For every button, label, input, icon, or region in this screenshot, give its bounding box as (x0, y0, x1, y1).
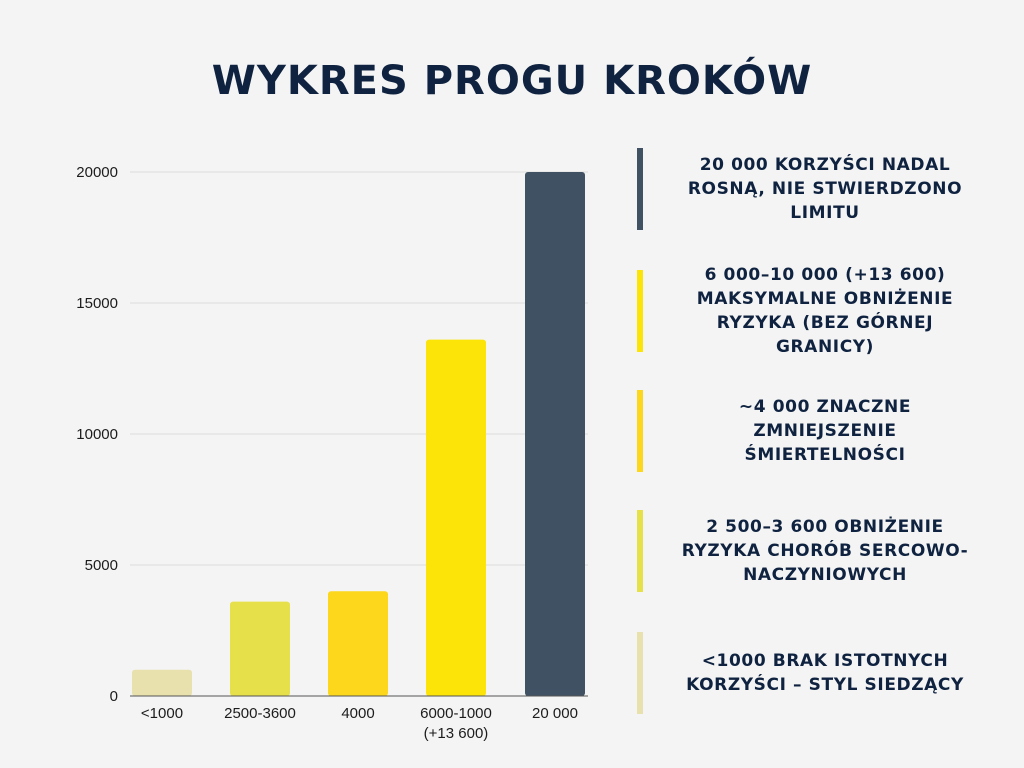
legend-color-marker (637, 632, 643, 714)
x-tick-label: 2500-3600 (224, 705, 296, 722)
y-tick-label: 5000 (85, 557, 118, 574)
x-tick-label: 4000 (341, 705, 374, 722)
y-tick-label: 10000 (76, 426, 118, 443)
legend-color-marker (637, 148, 643, 230)
bar-chart: 0 5000 10000 15000 20000 <1000 2500-3600 4000 60… (76, 164, 588, 742)
page-title: WYKRES PROGU KROKÓW (211, 58, 813, 104)
y-tick-label: 0 (110, 688, 118, 705)
legend-color-marker (637, 390, 643, 472)
y-tick-label: 20000 (76, 164, 118, 181)
legend-text: <1000 brak istotnych korzyści – styl sie… (686, 651, 964, 695)
legend-item: <1000 brak istotnych korzyści – styl sie… (630, 632, 990, 714)
legend-item: 2 500–3 600 obniżenie ryzyka chorób serc… (630, 510, 990, 592)
bar (132, 669, 192, 696)
legend-item: 20 000 korzyści nadal rosną, nie stwierd… (630, 148, 990, 230)
bar (328, 591, 388, 696)
bar (426, 339, 486, 696)
legend-text: 6 000–10 000 (+13 600) maksymalne obniże… (696, 265, 954, 357)
x-tick-label: 6000-1000 (+13 600) (420, 705, 492, 742)
legend-text: ~4 000 znaczne zmniejszenie śmiertelnośc… (738, 397, 912, 465)
legend-item: ~4 000 znaczne zmniejszenie śmiertelnośc… (630, 390, 990, 472)
bar (230, 601, 290, 696)
legend-color-marker (637, 270, 643, 352)
legend-color-marker (637, 510, 643, 592)
bar (525, 172, 585, 696)
legend-item: 6 000–10 000 (+13 600) maksymalne obniże… (630, 265, 990, 357)
x-tick-label: <1000 (141, 705, 183, 722)
legend-text: 20 000 korzyści nadal rosną, nie stwierd… (687, 155, 963, 223)
legend-text: 2 500–3 600 obniżenie ryzyka chorób serc… (681, 517, 969, 585)
y-tick-label: 15000 (76, 295, 118, 312)
x-tick-label: 20 000 (532, 705, 578, 722)
